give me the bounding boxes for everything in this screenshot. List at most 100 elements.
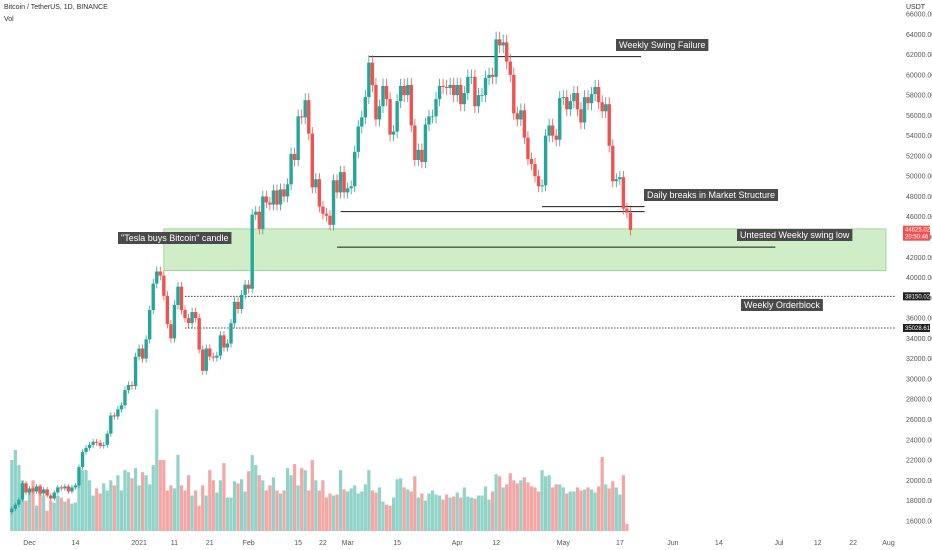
annotation-1: Daily breaks in Market Structure: [644, 189, 779, 201]
volume-bar: [388, 505, 392, 531]
candle: [282, 183, 286, 203]
volume-bar: [505, 484, 509, 531]
candle-body: [413, 125, 417, 160]
candle: [586, 90, 590, 111]
annotation-text: Weekly Swing Failure: [619, 40, 705, 50]
candle: [268, 196, 272, 211]
volume-bar: [239, 479, 244, 531]
candle: [462, 85, 467, 112]
candle-body: [466, 76, 470, 94]
candle-body: [448, 84, 452, 89]
volume-bar: [430, 490, 435, 531]
candle: [172, 300, 177, 343]
candle-body: [63, 486, 67, 489]
candle: [27, 486, 32, 495]
candle: [112, 412, 117, 420]
volume-bar: [183, 490, 187, 531]
volume-bar: [536, 491, 541, 531]
candle-body: [45, 489, 49, 496]
candle-body: [246, 284, 251, 289]
candle: [466, 69, 470, 101]
candle: [413, 118, 417, 167]
candle-body: [232, 301, 237, 324]
candle-body: [519, 110, 523, 120]
candle-body: [201, 349, 205, 371]
candle: [554, 129, 558, 147]
volume-bar: [70, 503, 74, 531]
volume-bar: [335, 494, 339, 531]
candle-body: [17, 499, 21, 505]
candle-body: [540, 185, 544, 187]
candle: [476, 88, 481, 114]
candle-body: [402, 85, 406, 96]
x-tick-label: Mar: [342, 540, 355, 547]
volume-bar: [59, 497, 63, 531]
annotation-0: Weekly Swing Failure: [616, 39, 709, 51]
candle-body: [391, 131, 396, 135]
volume-bar: [116, 475, 120, 531]
volume-bar: [257, 475, 261, 531]
candle: [77, 464, 81, 488]
volume-bar: [45, 510, 49, 531]
volume-bar: [225, 497, 230, 531]
volume-bar: [208, 470, 212, 531]
candle-body: [56, 487, 60, 493]
candle-body: [349, 186, 353, 189]
volume-bar: [296, 485, 300, 531]
candle: [568, 94, 573, 117]
candle-body: [94, 441, 99, 443]
y-tick-label: 28000.00: [906, 397, 932, 404]
candle-body: [625, 208, 629, 213]
volume-bar: [473, 498, 477, 531]
currency-label: USDT: [906, 4, 926, 11]
volume-bar: [261, 480, 265, 531]
candle: [596, 79, 601, 110]
candle-body: [505, 42, 509, 62]
candle-body: [169, 324, 173, 339]
volume-bar: [165, 490, 169, 531]
level-tag-value: 35028.61: [905, 326, 931, 332]
candle: [299, 109, 304, 125]
candle-body: [409, 84, 413, 126]
volume-bars: [10, 409, 629, 531]
candle-body: [317, 179, 322, 207]
candle: [356, 119, 360, 159]
volume-bar: [515, 483, 519, 531]
volume-bar: [487, 499, 491, 531]
volume-bar: [342, 489, 346, 531]
candle: [126, 381, 131, 394]
volume-bar: [56, 495, 60, 531]
candle-body: [497, 39, 502, 46]
candle: [561, 90, 565, 106]
volume-bar: [568, 491, 572, 531]
candle: [155, 266, 159, 289]
volume-bar: [42, 495, 46, 531]
candle: [342, 166, 346, 199]
x-tick-label: 14: [72, 540, 80, 547]
volume-bar: [144, 475, 148, 531]
y-tick-label: 54000.00: [906, 133, 932, 140]
volume-bar: [621, 475, 625, 531]
candle-body: [208, 348, 212, 357]
volume-bar: [346, 491, 350, 531]
candle-body: [565, 97, 569, 110]
candle-body: [342, 172, 346, 193]
candle: [512, 67, 516, 121]
volume-bar: [80, 470, 85, 531]
volume-bar: [254, 465, 258, 531]
candle-body: [257, 211, 261, 229]
volume-bar: [572, 491, 576, 531]
candle-body: [575, 93, 580, 110]
volume-bar: [289, 475, 293, 531]
candle: [63, 484, 67, 491]
candle-body: [176, 286, 180, 305]
candle-body: [550, 125, 555, 136]
volume-bar: [406, 489, 410, 531]
volume-bar: [211, 480, 215, 531]
y-tick-label: 30000.00: [906, 376, 932, 383]
volume-bar: [268, 485, 272, 531]
volume-bar: [508, 473, 512, 531]
volume-bar: [544, 476, 548, 531]
volume-bar: [427, 493, 431, 531]
